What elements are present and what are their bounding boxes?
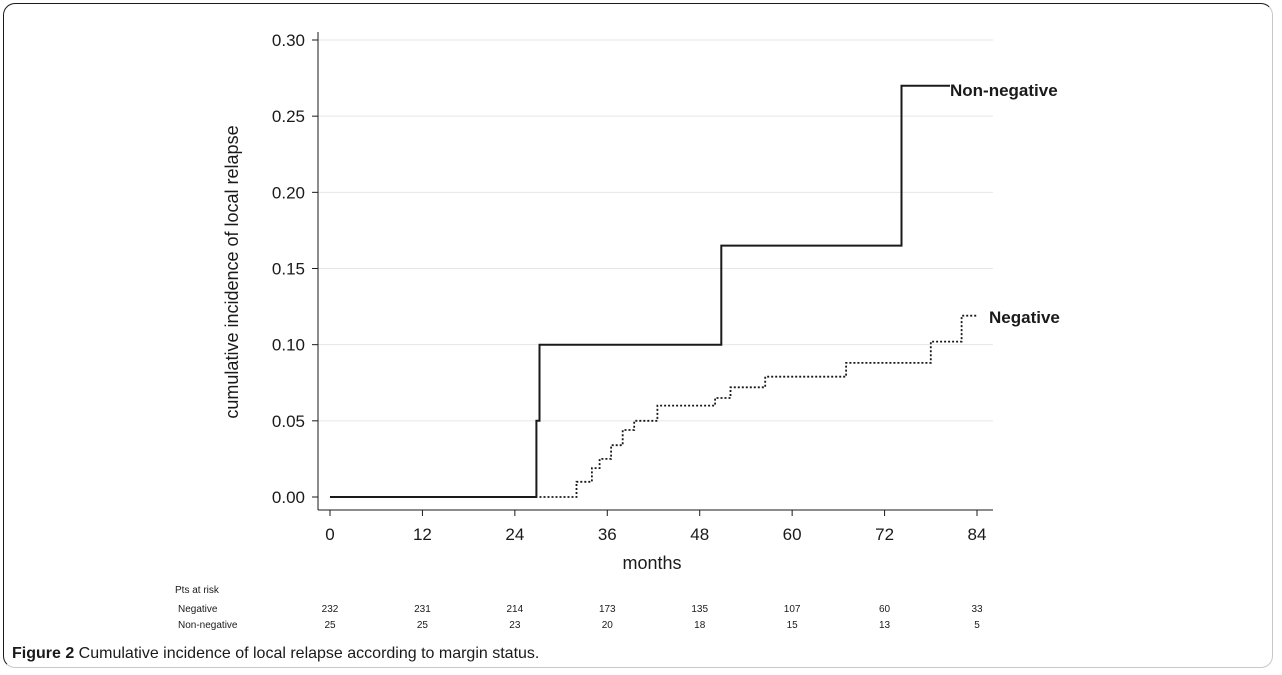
series-lines [330, 84, 977, 498]
x-tick-label: 84 [968, 525, 987, 544]
risk-value: 25 [324, 620, 336, 631]
series-label-non-negative: Non-negative [950, 81, 1058, 100]
risk-value: 107 [784, 604, 801, 615]
x-tick-label: 72 [875, 525, 894, 544]
tick-labels: 0.00 0.05 0.10 0.15 0.20 0.25 0.30 0 12 24 36 48 60 7… [272, 31, 987, 544]
figure-caption: Figure 2 Cumulative incidence of local r… [12, 645, 539, 663]
risk-value: 5 [974, 620, 980, 631]
x-tick-label: 36 [598, 525, 617, 544]
x-axis-title: months [622, 553, 681, 573]
risk-value: 214 [507, 604, 524, 615]
axes [312, 32, 993, 516]
risk-row-label-negative: Negative [178, 604, 218, 615]
grid-lines [318, 39, 993, 422]
risk-value: 33 [971, 604, 983, 615]
caption-text: Cumulative incidence of local relapse ac… [74, 645, 540, 662]
y-tick-label: 0.30 [272, 31, 305, 50]
x-tick-label: 60 [783, 525, 802, 544]
caption-figure-number: Figure 2 [12, 645, 75, 662]
risk-value: 23 [509, 620, 521, 631]
risk-value: 25 [417, 620, 429, 631]
series-label-negative: Negative [989, 308, 1060, 327]
y-tick-label: 0.15 [272, 260, 305, 279]
risk-value: 173 [599, 604, 616, 615]
risk-row-label-non-negative: Non-negative [178, 620, 238, 631]
risk-value: 18 [694, 620, 706, 631]
x-tick-label: 0 [325, 525, 334, 544]
x-tick-label: 24 [505, 525, 524, 544]
series-line-non-negative [330, 84, 950, 498]
risk-value: 15 [787, 620, 799, 631]
series-line-negative [539, 314, 977, 498]
risk-value: 231 [414, 604, 431, 615]
risk-table: Pts at risk Negative Non-negative 232 231… [175, 585, 983, 631]
risk-table-title: Pts at risk [175, 585, 220, 596]
figure-frame [3, 3, 1273, 668]
risk-value: 135 [691, 604, 708, 615]
y-tick-label: 0.05 [272, 412, 305, 431]
x-tick-label: 12 [413, 525, 432, 544]
y-tick-label: 0.20 [272, 183, 305, 202]
y-tick-label: 0.10 [272, 336, 305, 355]
x-tick-label: 48 [690, 525, 709, 544]
risk-value: 232 [322, 604, 339, 615]
risk-value: 60 [879, 604, 891, 615]
risk-value: 20 [602, 620, 614, 631]
y-axis-title: cumulative incidence of local relapse [222, 125, 242, 418]
risk-value: 13 [879, 620, 891, 631]
y-tick-label: 0.00 [272, 488, 305, 507]
y-tick-label: 0.25 [272, 107, 305, 126]
